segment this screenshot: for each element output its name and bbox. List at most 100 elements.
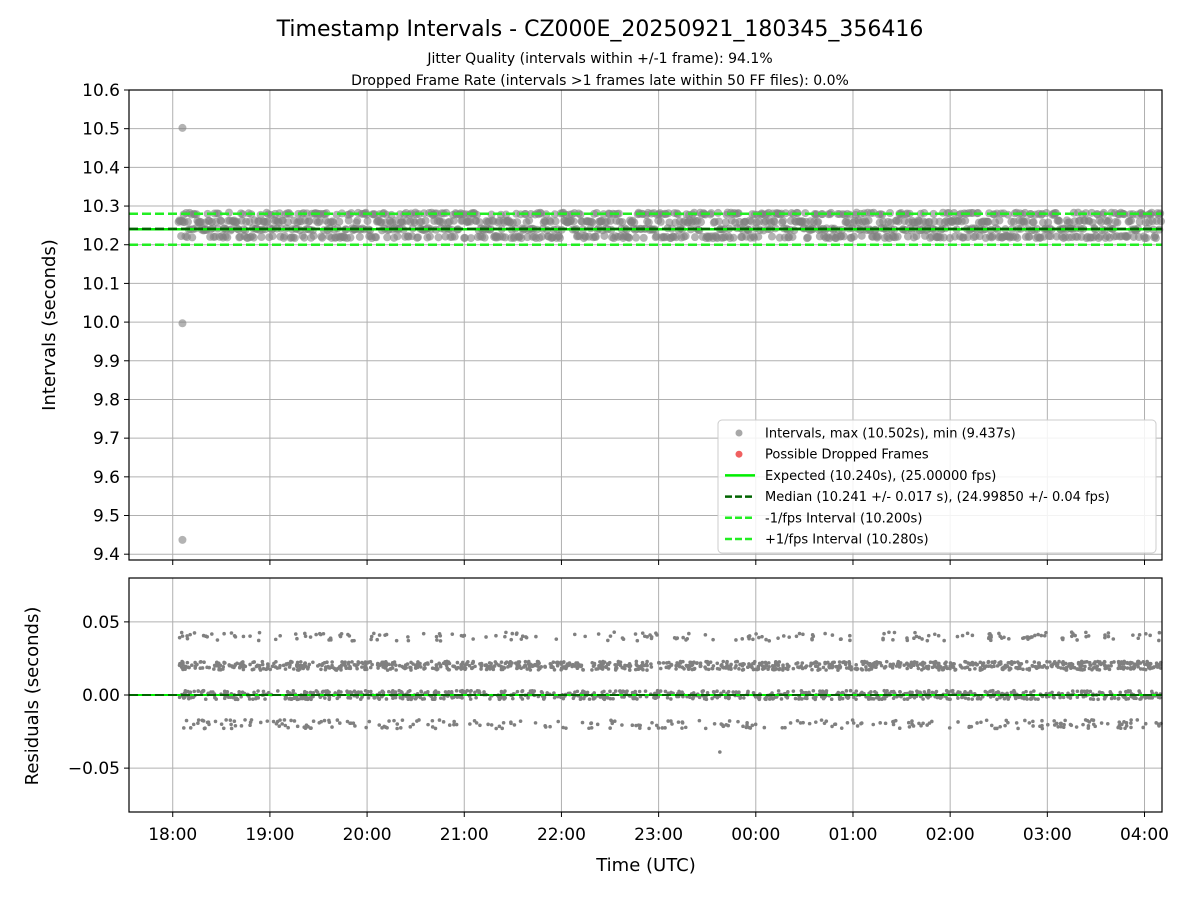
residual-point <box>1049 663 1053 668</box>
residual-point <box>902 663 906 667</box>
residual-point <box>1025 635 1029 639</box>
residual-point <box>953 667 958 672</box>
residual-point <box>773 667 777 672</box>
residual-point <box>1024 689 1028 694</box>
residual-point <box>822 721 827 726</box>
residual-point <box>637 689 642 694</box>
residual-point <box>278 718 282 722</box>
residual-point <box>1128 660 1133 665</box>
residual-point <box>364 666 368 670</box>
residual-point <box>808 664 813 668</box>
residual-point <box>1030 663 1035 668</box>
residual-point <box>767 697 772 701</box>
residuals-plot-frame <box>128 577 1163 813</box>
interval-point <box>300 233 309 242</box>
residual-point <box>183 664 188 669</box>
residual-point <box>724 666 728 670</box>
residual-point <box>1063 718 1067 723</box>
residual-point <box>734 690 738 694</box>
residual-point <box>824 668 828 672</box>
residual-point <box>687 631 691 636</box>
interval-point <box>644 218 653 227</box>
residual-point <box>191 722 196 727</box>
residual-point <box>590 668 594 672</box>
residual-point <box>848 633 852 638</box>
residual-point <box>936 633 941 638</box>
residual-point <box>261 689 266 694</box>
residual-point <box>710 666 714 671</box>
residual-point <box>760 634 764 639</box>
residual-point <box>286 661 290 666</box>
interval-point <box>1013 233 1022 242</box>
residual-point <box>345 689 349 694</box>
residual-point <box>920 637 924 641</box>
residual-point <box>252 690 256 695</box>
residual-point <box>1033 633 1037 638</box>
residual-point <box>556 719 561 724</box>
residual-point <box>465 661 469 665</box>
residual-point <box>530 690 535 695</box>
residual-point <box>640 631 645 635</box>
residual-point <box>1024 695 1028 700</box>
residual-point <box>721 689 726 694</box>
residual-point <box>632 690 637 695</box>
y-tick-label: 10.4 <box>82 158 120 178</box>
residual-point <box>241 664 245 669</box>
residual-point <box>337 664 342 669</box>
residual-point <box>462 633 467 638</box>
residual-point <box>967 725 971 730</box>
interval-point <box>963 233 972 242</box>
residual-point <box>446 690 451 694</box>
residual-point <box>293 632 298 636</box>
residual-point <box>984 718 989 723</box>
residual-point <box>251 697 255 701</box>
residual-point <box>512 723 517 727</box>
residual-point <box>468 722 472 726</box>
residual-point <box>669 697 673 701</box>
residual-point <box>1105 721 1110 726</box>
residual-point <box>233 723 238 728</box>
residual-point <box>915 663 920 668</box>
residual-point <box>1146 665 1151 669</box>
interval-point <box>988 232 997 241</box>
residual-point <box>350 660 354 664</box>
residual-point <box>945 666 949 671</box>
residual-point <box>927 688 931 693</box>
residual-point <box>526 696 530 700</box>
residual-point <box>582 690 587 694</box>
residual-point <box>429 659 434 664</box>
y-tick-label: 10.1 <box>82 274 120 294</box>
residual-point <box>931 660 936 665</box>
residual-point <box>989 723 994 728</box>
residual-point <box>897 662 901 666</box>
residual-point <box>508 659 513 664</box>
residual-point <box>188 726 193 730</box>
residual-point <box>627 664 632 669</box>
residual-point <box>1137 689 1141 693</box>
residual-point <box>1068 722 1073 727</box>
residual-point <box>519 695 523 699</box>
residual-point <box>1036 632 1040 637</box>
residual-point <box>657 661 662 665</box>
interval-point <box>894 217 903 226</box>
residual-point <box>196 718 201 722</box>
residual-point <box>780 725 785 730</box>
residual-point <box>1125 666 1130 670</box>
residual-point <box>394 638 399 643</box>
interval-point <box>434 233 443 242</box>
legend-label: Intervals, max (10.502s), min (9.437s) <box>765 427 1016 442</box>
residual-point <box>338 721 342 725</box>
residual-point <box>366 696 371 700</box>
residual-point <box>1083 664 1087 669</box>
residual-point <box>515 631 519 635</box>
residual-point <box>956 696 960 700</box>
residual-point <box>422 697 427 701</box>
residual-point <box>520 634 525 639</box>
residual-point <box>855 724 860 728</box>
residual-point <box>520 689 525 693</box>
residual-point <box>522 665 526 669</box>
y-tick-label: 0.00 <box>82 686 120 706</box>
residual-point <box>717 667 722 671</box>
residual-point <box>454 722 459 727</box>
residual-point <box>417 718 421 722</box>
